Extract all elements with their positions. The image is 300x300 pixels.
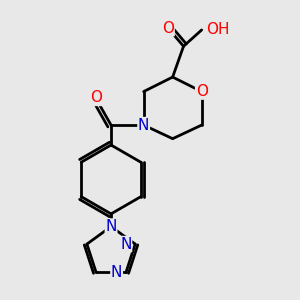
Text: O: O (196, 84, 208, 99)
Text: O: O (90, 90, 102, 105)
Text: N: N (138, 118, 149, 133)
Text: N: N (105, 219, 117, 234)
Text: N: N (120, 237, 131, 252)
Text: OH: OH (206, 22, 230, 38)
Text: O: O (162, 21, 174, 36)
Text: N: N (111, 265, 122, 280)
